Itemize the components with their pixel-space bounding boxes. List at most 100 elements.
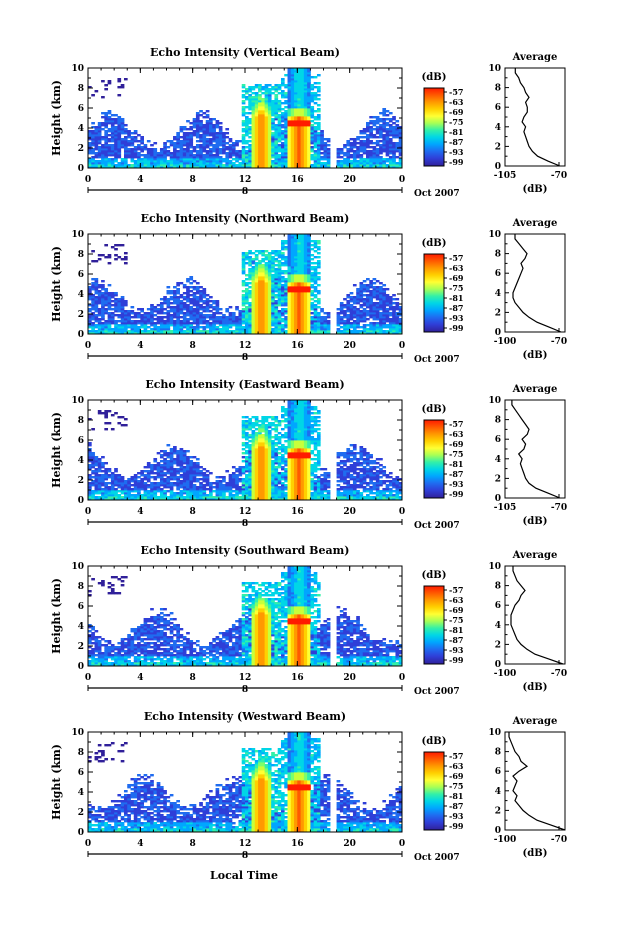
profile-frame: [504, 399, 566, 499]
colorbar-unit: (dB): [422, 72, 447, 83]
profile-title: Average: [512, 550, 558, 561]
colorbar-tick-label: -69: [449, 605, 464, 615]
colorbar-tick-label: -75: [449, 283, 463, 293]
x-tick-label: 20: [343, 341, 356, 351]
x-tick-label: 8: [190, 175, 196, 185]
x-tick-label: 20: [343, 839, 356, 849]
colorbar-tick-label: -93: [449, 645, 464, 655]
y-tick-label: 2: [78, 310, 84, 320]
y-tick-label: 2: [78, 808, 84, 818]
profile-y-tick-label: 8: [495, 582, 501, 592]
panel-1: Echo Intensity (Vertical Beam) Height (km…: [50, 46, 567, 199]
y-tick-label: 0: [78, 662, 84, 672]
profile-line: [512, 234, 562, 333]
panel-5: Echo Intensity (Westward Beam) Height (km…: [50, 710, 567, 863]
profile-x-axis-label: (dB): [523, 350, 548, 361]
profile-y-tick-label: 0: [495, 162, 501, 172]
profile-y-tick-label: 4: [495, 455, 501, 465]
profile-x-axis-label: (dB): [523, 184, 548, 195]
x-tick-label: 12: [239, 175, 252, 185]
profile-y-tick-label: 10: [488, 230, 501, 240]
profile-y-tick-label: 4: [495, 123, 501, 133]
profile-line: [511, 400, 561, 499]
y-tick-label: 2: [78, 642, 84, 652]
panel-title: Echo Intensity (Eastward Beam): [145, 378, 344, 391]
x-tick-label: 20: [343, 507, 356, 517]
colorbar-tick-label: -63: [449, 263, 464, 273]
colorbar: [423, 87, 445, 167]
colorbar-tick-label: -99: [449, 157, 464, 167]
profile-y-tick-label: 2: [495, 806, 501, 816]
y-axis-label: Height (km): [50, 80, 63, 156]
heatmap: [88, 68, 402, 168]
profile-x-tick-label: -70: [551, 835, 567, 845]
x-tick-label: 12: [239, 673, 252, 683]
profile-y-tick-label: 2: [495, 474, 501, 484]
x-tick-label: 16: [291, 175, 304, 185]
profile-y-tick-label: 2: [495, 308, 501, 318]
profile-y-tick-label: 0: [495, 660, 501, 670]
date-label: Oct 2007: [414, 853, 460, 863]
x-tick-label: 20: [343, 175, 356, 185]
colorbar-tick-label: -87: [449, 635, 463, 645]
profile-y-tick-label: 8: [495, 416, 501, 426]
y-tick-label: 8: [78, 416, 84, 426]
colorbar-tick-label: -93: [449, 479, 464, 489]
heatmap: [88, 566, 402, 666]
y-tick-label: 4: [78, 290, 84, 300]
colorbar-tick-label: -81: [449, 791, 463, 801]
profile-y-tick-label: 2: [495, 640, 501, 650]
colorbar-tick-label: -81: [449, 625, 463, 635]
y-tick-label: 0: [78, 496, 84, 506]
y-tick-label: 4: [78, 124, 84, 134]
profile-y-tick-label: 0: [495, 494, 501, 504]
profile-frame: [504, 565, 566, 665]
x-tick-label: 12: [239, 507, 252, 517]
y-tick-label: 8: [78, 582, 84, 592]
y-tick-label: 10: [71, 728, 84, 738]
x-axis-label: Local Time: [210, 869, 278, 882]
profile-y-tick-label: 6: [495, 767, 501, 777]
y-tick-label: 10: [71, 230, 84, 240]
x-tick-label: 8: [190, 341, 196, 351]
profile-x-tick-label: -70: [551, 669, 567, 679]
x-tick-label: 0: [85, 839, 91, 849]
panel-2: Echo Intensity (Northward Beam) Height (k…: [50, 212, 567, 365]
profile-title: Average: [512, 218, 558, 229]
colorbar: [423, 253, 445, 333]
colorbar-tick-label: -63: [449, 595, 464, 605]
profile-y-tick-label: 4: [495, 787, 501, 797]
profile-y-tick-label: 0: [495, 826, 501, 836]
colorbar-tick-label: -63: [449, 761, 464, 771]
panel-title: Echo Intensity (Vertical Beam): [150, 46, 340, 59]
date-label: Oct 2007: [414, 521, 460, 531]
panel-4: Echo Intensity (Southward Beam) Height (k…: [50, 544, 567, 697]
x-tick-label: 16: [291, 341, 304, 351]
profile-x-tick-label: -100: [494, 669, 517, 679]
colorbar-tick-label: -57: [449, 585, 463, 595]
colorbar-tick-label: -87: [449, 469, 463, 479]
profile-y-tick-label: 8: [495, 84, 501, 94]
y-axis-label: Height (km): [50, 578, 63, 654]
colorbar-tick-label: -57: [449, 253, 463, 263]
colorbar-tick-label: -81: [449, 459, 463, 469]
y-tick-label: 6: [78, 436, 84, 446]
colorbar-tick-label: -87: [449, 137, 463, 147]
y-tick-label: 2: [78, 144, 84, 154]
profile-x-tick-label: -105: [494, 503, 517, 513]
y-tick-label: 6: [78, 768, 84, 778]
day-label: 8: [242, 685, 248, 695]
y-axis-label: Height (km): [50, 412, 63, 488]
colorbar-unit: (dB): [422, 238, 447, 249]
colorbar-tick-label: -81: [449, 293, 463, 303]
panel-3: Echo Intensity (Eastward Beam) Height (km…: [50, 378, 567, 531]
profile-y-tick-label: 6: [495, 435, 501, 445]
profile-line: [510, 566, 564, 665]
colorbar-tick-label: -93: [449, 147, 464, 157]
colorbar-tick-label: -57: [449, 751, 463, 761]
x-tick-label: 0: [85, 673, 91, 683]
y-tick-label: 6: [78, 104, 84, 114]
x-tick-label: 4: [137, 175, 143, 185]
panel-title: Echo Intensity (Westward Beam): [144, 710, 346, 723]
colorbar-tick-label: -75: [449, 117, 463, 127]
